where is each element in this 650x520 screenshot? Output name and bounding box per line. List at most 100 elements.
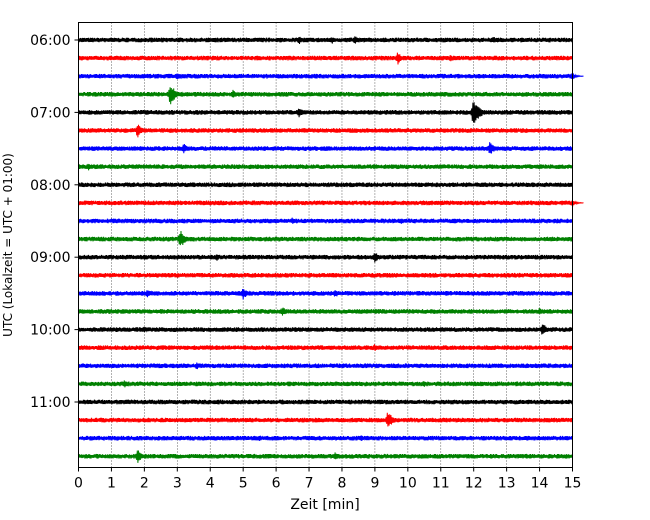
trace-line (77, 218, 574, 224)
trace-0930 (77, 288, 574, 300)
event-wavelet (209, 254, 228, 261)
trace-0715 (77, 124, 574, 138)
trace-0730 (77, 142, 574, 154)
event-wavelet (169, 230, 199, 246)
event-wavelet (366, 253, 389, 263)
trace-0800 (77, 182, 574, 188)
y-tick-label: 11:00 (30, 395, 70, 411)
trace-line (77, 272, 574, 278)
trace-0915 (77, 272, 574, 278)
y-axis-label: UTC (Lokalzeit = UTC + 01:00) (1, 153, 15, 337)
trace-0900 (77, 253, 574, 263)
event-wavelet (158, 87, 191, 105)
trace-0600 (77, 36, 574, 45)
trace-line (77, 291, 574, 296)
trace-0845 (77, 230, 574, 246)
event-wavelet (253, 435, 271, 441)
x-tick-label: 12 (465, 476, 483, 492)
event-wavelet (290, 108, 313, 118)
trace-line (77, 399, 574, 405)
event-wavelet (459, 102, 497, 123)
event-wavelet (355, 435, 373, 441)
trace-line (77, 200, 574, 206)
x-tick-label: 13 (498, 476, 516, 492)
trace-line (77, 236, 574, 242)
trace-1015 (77, 344, 574, 352)
trace-0830 (77, 217, 574, 224)
event-wavelet (175, 143, 198, 154)
trace-1115 (77, 412, 574, 427)
trace-line (77, 327, 574, 332)
event-wavelet (325, 37, 344, 44)
event-wavelet (417, 380, 436, 387)
y-tick-label: 06:00 (30, 33, 70, 49)
plot-frame (78, 22, 573, 468)
y-tick-label: 09:00 (30, 250, 70, 266)
trace-line (77, 435, 574, 441)
trace-0615 (77, 52, 574, 65)
trace-line (77, 73, 574, 79)
event-wavelet (274, 307, 296, 316)
trace-0645 (77, 87, 574, 105)
x-tick-label: 8 (338, 476, 347, 492)
trace-line (77, 37, 574, 43)
event-wavelet (225, 89, 246, 98)
x-tick-label: 6 (272, 476, 281, 492)
x-axis-ticks: 0 1 2 3 4 5 6 7 8 9 10 11 12 13 14 15 (74, 467, 581, 492)
event-wavelet (291, 36, 312, 45)
x-tick-label: 4 (206, 476, 215, 492)
x-tick-label: 11 (432, 476, 450, 492)
y-tick-label: 08:00 (30, 178, 70, 194)
x-grid-lines (111, 22, 540, 468)
trace-line (77, 453, 574, 459)
trace-line (77, 55, 574, 61)
y-tick-label: 10:00 (30, 323, 70, 339)
x-tick-label: 3 (173, 476, 182, 492)
x-tick-label: 10 (399, 476, 417, 492)
trace-line (77, 128, 574, 133)
trace-line (77, 363, 574, 369)
x-tick-label: 14 (531, 476, 549, 492)
event-wavelet (480, 142, 506, 154)
trace-1030 (77, 362, 574, 370)
x-tick-label: 0 (74, 476, 83, 492)
x-tick-label: 2 (140, 476, 149, 492)
event-wavelet (394, 218, 412, 224)
event-wavelet (377, 412, 406, 427)
y-axis-ticks: 06:00 07:00 08:00 09:00 10:00 11:00 (30, 33, 79, 411)
event-wavelet (189, 362, 210, 370)
event-wavelet (139, 290, 161, 298)
event-wavelet (285, 217, 304, 224)
event-wavelet (486, 37, 505, 43)
x-tick-label: 1 (107, 476, 116, 492)
event-wavelet (327, 452, 348, 460)
event-wavelet (389, 52, 413, 65)
event-wavelet (128, 450, 154, 463)
trace-line (77, 417, 574, 423)
event-wavelet (128, 124, 154, 138)
trace-line (77, 110, 574, 115)
event-wavelet (137, 326, 155, 333)
event-wavelet (565, 200, 584, 207)
x-tick-label: 7 (305, 476, 314, 492)
event-wavelet (234, 288, 258, 300)
trace-0630 (77, 73, 584, 80)
trace-line (77, 309, 574, 314)
trace-line (77, 182, 574, 188)
event-wavelet (565, 73, 584, 80)
x-tick-label: 5 (239, 476, 248, 492)
trace-0700 (77, 102, 574, 123)
event-wavelet (443, 55, 462, 62)
trace-1100 (77, 399, 574, 405)
event-wavelet (367, 344, 387, 352)
trace-0945 (77, 307, 574, 316)
event-wavelet (532, 307, 551, 315)
trace-0745 (77, 163, 574, 171)
event-wavelet (327, 290, 348, 297)
event-wavelet (117, 380, 137, 388)
trace-line (77, 381, 574, 387)
y-tick-label: 07:00 (30, 105, 70, 121)
event-wavelet (533, 324, 559, 335)
event-wavelet (347, 36, 367, 44)
